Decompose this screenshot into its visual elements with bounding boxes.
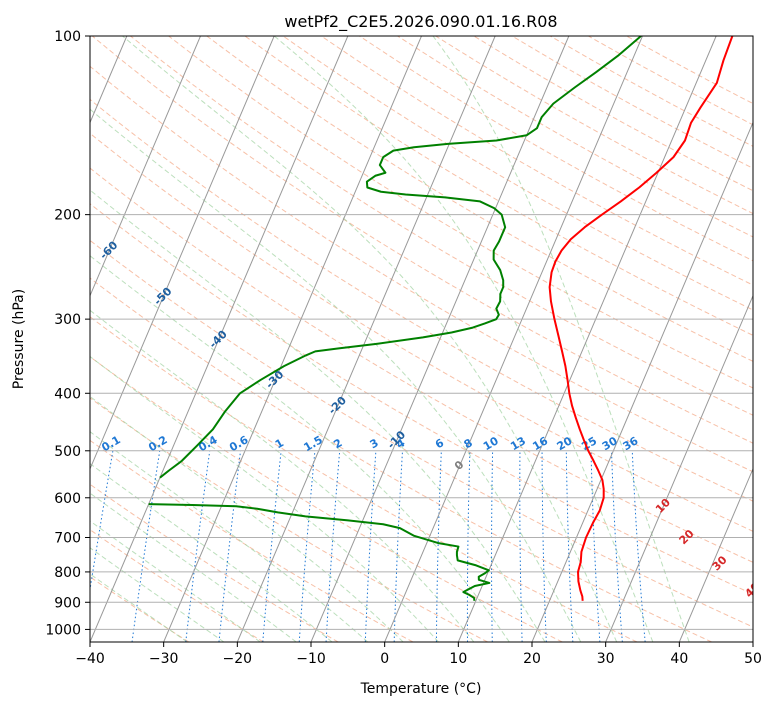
dry-adiabat-label: 40 [742,580,762,600]
y-tick-label: 700 [54,531,81,547]
mixing-ratio-line [298,450,316,642]
mixing-ratio-line [185,450,211,642]
dry-adiabat-line [244,36,753,336]
x-tick-label: −30 [149,651,179,667]
mixing-ratio-line [610,450,623,642]
dewpoint_low-line [148,503,491,601]
dry-adiabat-line [282,36,753,311]
y-tick-label: 1000 [45,622,81,638]
plot-area [90,36,753,642]
isotherm-line [384,36,643,642]
mixing-ratio-line [631,450,646,642]
x-tick-label: 0 [380,651,389,667]
mixing-ratio-line [364,450,377,642]
x-tick-label: −10 [296,651,326,667]
mixing-ratio-line [590,450,601,642]
isotherm-line [531,121,753,642]
isotherm-line [457,36,717,642]
grid-lines [90,36,753,630]
reference-lines [90,36,753,642]
moist-adiabat-line [273,36,654,642]
isotherm-line [236,36,496,642]
mixing-ratio-line [262,450,282,642]
dry-adiabat-line [206,36,753,362]
temperature-line [548,36,734,601]
moist-adiabat-line [90,309,475,642]
y-tick-label: 900 [54,595,81,611]
y-tick-label: 100 [54,29,81,45]
isotherm-line [310,36,570,642]
y-tick-label: 400 [54,386,81,402]
dry-adiabat-line [90,356,563,642]
dry-adiabat-line [90,316,638,642]
y-tick-label: 800 [54,565,81,581]
x-tick-label: 20 [523,651,541,667]
plot-frame [89,35,754,643]
isotherm-line [605,294,753,642]
dry-adiabat-line [90,132,753,532]
moist-adiabat-line [122,36,618,642]
x-tick-label: 50 [744,651,762,667]
moist-adiabat-line [432,36,690,642]
y-tick-label: 600 [54,491,81,507]
moist-adiabat-line [90,547,225,642]
x-tick-label: 40 [670,651,688,667]
isotherm-line [90,36,275,471]
dry-adiabat-line [90,277,712,642]
dry-adiabat-line [90,98,753,502]
moist-adiabat-line [90,463,333,642]
dry-adiabat-line [168,36,753,389]
dry-adiabat-line [90,529,264,642]
dry-adiabat-line [90,203,753,595]
x-axis-label: Temperature (°C) [360,681,482,697]
y-axis-label: Pressure (hPa) [11,289,27,389]
moist-adiabat-line [90,255,510,642]
moist-adiabat-line [90,355,439,642]
x-tick-label: −40 [75,651,105,667]
x-tick-label: −20 [223,651,253,667]
mixing-ratio-line [325,450,341,642]
moist-adiabat-line [90,431,368,642]
isotherm-line [678,467,753,642]
chart-title: wetPf2_C2E5.2026.090.01.16.R08 [284,12,557,32]
dewpoint-line [159,36,642,479]
y-tick-label: 200 [54,208,81,224]
mixing-ratio-line [218,450,242,642]
y-tick-label: 300 [54,312,81,328]
dry-adiabat-line [90,239,753,628]
isotherm-line [90,36,201,297]
moist-adiabat-line [90,189,546,642]
isotherm-line [163,36,422,642]
profile-series [148,36,734,601]
x-tick-label: 30 [597,651,615,667]
x-axis-ticks: −40 −30 −20 −10 0 10 20 30 40 50 [75,642,762,667]
y-tick-label: 500 [54,444,81,460]
x-tick-label: 10 [449,651,467,667]
y-axis-ticks: 100 200 300 400 500 600 700 800 900 1000 [45,29,90,638]
isotherm-line [90,36,349,642]
dry-adiabat-line [90,397,488,642]
moist-adiabat-line [90,573,188,642]
moist-adiabat-line [90,108,582,642]
dry-adiabat-line [90,65,753,473]
dry-adiabat-line [90,483,339,642]
moist-adiabat-line [90,520,261,642]
